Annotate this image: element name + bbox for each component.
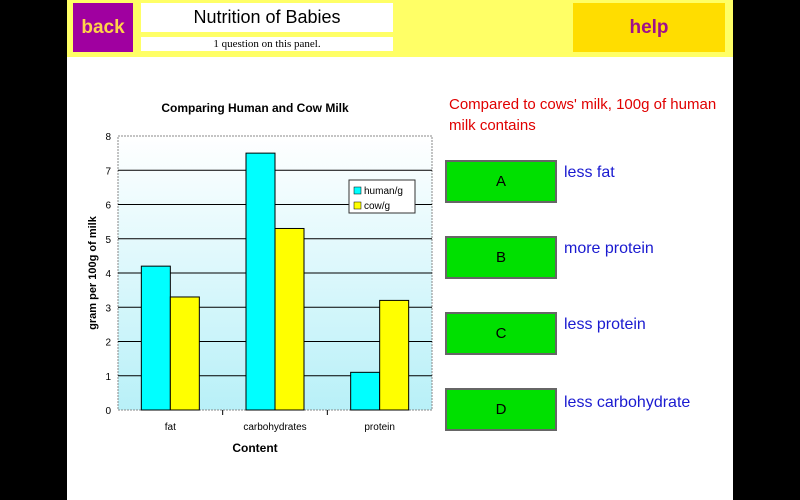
legend-swatch-cow [353,201,362,210]
y-tick-label: 3 [105,303,111,314]
option-b-text: more protein [564,240,654,257]
legend-label-human: human/g [364,186,403,197]
chart-title: Comparing Human and Cow Milk [161,101,349,115]
y-tick-label: 8 [105,132,111,143]
y-tick-label: 2 [105,338,111,349]
option-d-button[interactable]: D [445,388,557,431]
x-tick-label: carbohydrates [243,422,306,433]
legend-label-cow: cow/g [364,201,390,212]
y-tick-label: 6 [105,201,111,212]
back-button[interactable]: back [73,3,133,52]
option-d-text: less carbohydrate [564,394,691,411]
bar-human-protein [350,371,381,411]
option-a-text: less fat [564,164,615,181]
legend-swatch-human [353,186,362,195]
help-button[interactable]: help [573,3,725,52]
legend: human/g cow/g [348,179,416,214]
option-c-button[interactable]: C [445,312,557,355]
option-c-text: less protein [564,316,646,333]
page-title: Nutrition of Babies [141,3,393,32]
option-a-button[interactable]: A [445,160,557,203]
bar-cow-carbohydrates [274,227,305,411]
bar-human-fat [140,265,171,411]
bar-cow-protein [379,299,410,411]
y-tick-label: 5 [105,235,111,246]
question-text: Compared to cows' milk, 100g of human mi… [449,96,717,134]
x-tick-label: fat [165,422,176,433]
y-tick-label: 0 [105,406,111,417]
bar-cow-fat [169,296,200,411]
option-b-button[interactable]: B [445,236,557,279]
page-subtitle: 1 question on this panel. [141,37,393,51]
x-axis-label: Content [232,441,277,455]
x-tick-label: protein [364,422,395,433]
bar-chart: 0 1 2 3 4 5 6 7 8 fat carbohydrates protein Compar… [87,101,433,455]
y-axis-label: gram per 100g of milk [87,215,99,330]
y-tick-label: 1 [105,372,111,383]
y-tick-label: 7 [105,166,111,177]
y-tick-label: 4 [105,269,111,280]
bar-human-carbohydrates [245,152,276,411]
